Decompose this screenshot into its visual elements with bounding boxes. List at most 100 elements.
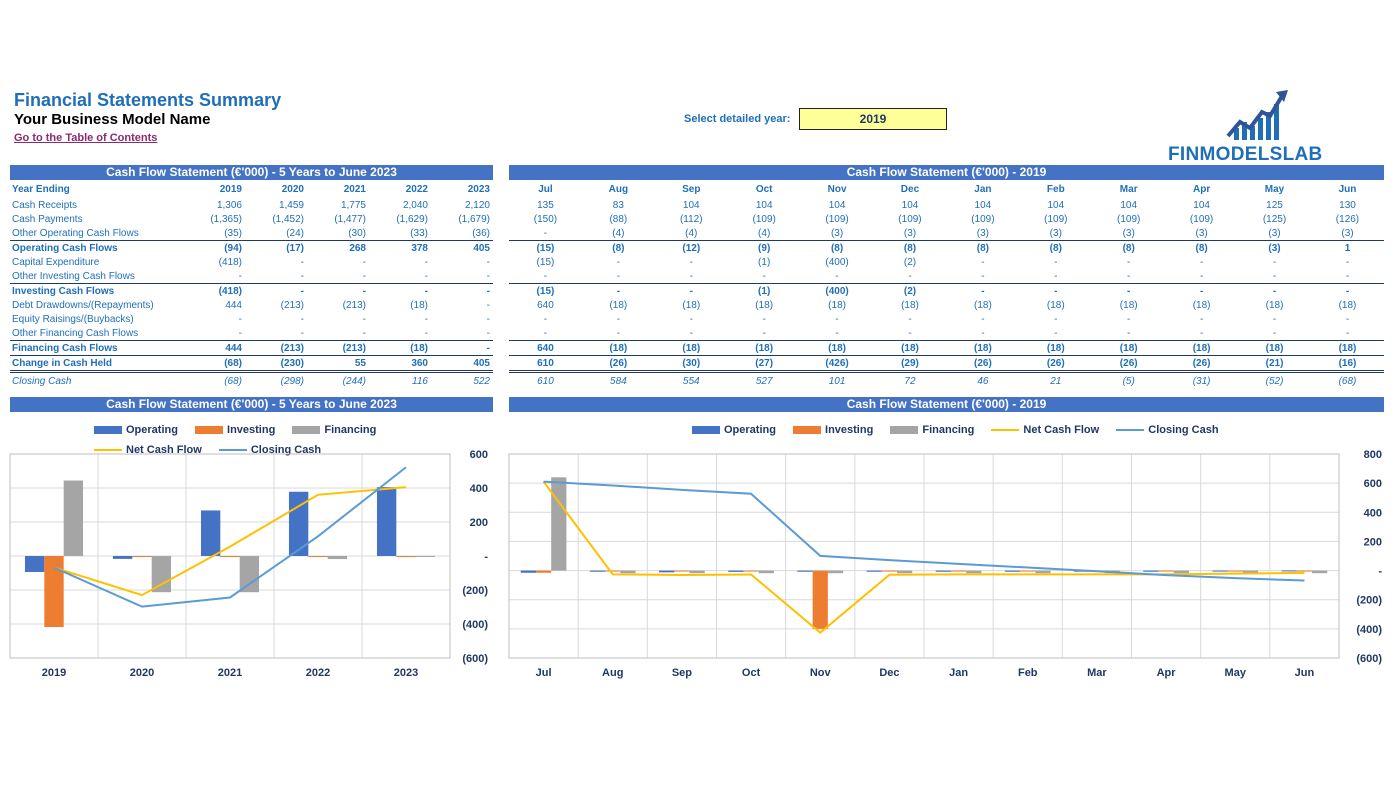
table-row: 610 584 554 527 101 72 46 21 (5) (31) (52) (68) [509, 370, 1384, 389]
year-header: 2020 [281, 184, 304, 195]
chart-arrow-icon [1226, 90, 1288, 140]
row-label: Closing Cash [10, 370, 173, 389]
table-row: Year Ending 2019 2020 2021 2022 2023 [10, 181, 493, 198]
cell-value: 2,120 [464, 199, 490, 211]
operating-bar [1143, 570, 1159, 572]
cell-value: 55 [307, 355, 369, 372]
cell-value: - [908, 313, 912, 325]
cell-value: 640 [509, 340, 582, 356]
cell-value: (8) [581, 240, 655, 255]
x-tick-label: Aug [602, 667, 623, 679]
cell-value: 46 [946, 370, 1020, 389]
cell-value: - [581, 283, 655, 298]
x-tick-label: 2020 [130, 667, 154, 679]
month-header: Sep [682, 184, 701, 195]
row-label: Equity Raisings/(Buybacks) [12, 313, 134, 325]
operating-bar [24, 556, 45, 572]
cell-value: - [1054, 270, 1058, 282]
cell-value: (18) [1310, 340, 1384, 356]
cell-value: - [307, 283, 369, 298]
table-row: ------------ [509, 269, 1384, 284]
cell-value: - [1199, 270, 1204, 282]
x-tick-label: Oct [742, 667, 761, 679]
cell-value: (3) [1049, 227, 1062, 239]
cell-value: (298) [245, 370, 307, 389]
operating-bar [200, 510, 221, 556]
cell-value: - [1199, 256, 1204, 268]
cell-value: - [362, 270, 366, 282]
cell-value: - [981, 270, 985, 282]
operating-bar [935, 570, 951, 572]
cell-value: (26) [581, 355, 655, 372]
cell-value: (27) [727, 355, 801, 372]
financing-bar [1035, 570, 1051, 574]
table-row: 135 83 104 104 104 104 104 104 104 104 125 130 [509, 198, 1384, 212]
cell-value: - [981, 313, 985, 325]
cell-value: - [543, 313, 548, 325]
cell-value: - [689, 256, 693, 268]
cell-value: 444 [173, 340, 245, 356]
cell-value: (26) [946, 355, 1020, 372]
month-header: Oct [755, 184, 773, 195]
table-row: 610 (26) (30) (27) (426) (29) (26) (26) (26) (26)… [509, 355, 1384, 372]
cell-value: - [1199, 327, 1204, 339]
cell-value: (4) [685, 227, 698, 239]
table-row: Other Operating Cash Flows (35) (24) (30) (3… [10, 226, 493, 241]
row-label: Capital Expenditure [12, 256, 100, 268]
cell-value: - [486, 270, 490, 282]
financing-bar [758, 570, 774, 574]
table-row: Closing Cash (68) (298) (244) 116 522 [10, 370, 493, 389]
row-label: Cash Payments [12, 213, 83, 225]
cell-value: (8) [1165, 240, 1239, 255]
cell-value: (8) [1019, 240, 1093, 255]
net-cash-flow-line [542, 481, 1305, 634]
table-of-contents-link[interactable]: Go to the Table of Contents [14, 132, 158, 144]
cell-value: - [300, 270, 304, 282]
cell-value: (18) [609, 299, 628, 311]
cell-value: - [1019, 283, 1093, 298]
cell-value: - [1199, 313, 1204, 325]
operating-bar [112, 556, 133, 559]
year-ending-label: Year Ending [12, 184, 70, 195]
logo-text: FINMODELSLAB [1168, 144, 1323, 165]
cell-value: 268 [307, 240, 369, 255]
x-tick-label: Apr [1157, 667, 1177, 679]
cell-value: (21) [1238, 355, 1311, 372]
cell-value: 104 [1193, 199, 1210, 211]
cell-value: (4) [612, 227, 625, 239]
cell-value: 104 [1047, 199, 1065, 211]
cell-value: - [689, 313, 693, 325]
operating-bar [1212, 570, 1228, 572]
row-label: Change in Cash Held [10, 355, 173, 372]
cell-value: (18) [1119, 299, 1138, 311]
cell-value: (18) [1165, 340, 1239, 356]
left-table-banner: Cash Flow Statement (€'000) - 5 Years to… [10, 165, 493, 180]
cell-value: - [981, 256, 985, 268]
cell-value: (18) [1265, 299, 1284, 311]
legend-closing-cash: Closing Cash [1116, 424, 1219, 436]
cell-value: (35) [224, 227, 242, 239]
cell-value: - [424, 270, 428, 282]
y-tick-label: (200) [1356, 595, 1382, 607]
select-year-input[interactable]: 2019 [799, 108, 947, 130]
cell-value: (400) [800, 283, 874, 298]
cell-value: - [362, 327, 366, 339]
annual-cash-flow-table: Year Ending 2019 2020 2021 2022 2023 Cash Rece… [10, 181, 493, 389]
cell-value: (418) [218, 256, 242, 268]
cell-value: (18) [1019, 340, 1093, 356]
financing-bar [1312, 570, 1328, 574]
year-header: 2023 [467, 184, 490, 195]
operating-bar [1281, 570, 1297, 572]
cell-value: - [689, 270, 693, 282]
cell-value: (68) [173, 355, 245, 372]
cell-value: - [1165, 283, 1239, 298]
right-chart-banner: Cash Flow Statement (€'000) - 2019 [509, 397, 1384, 412]
left-chart-banner: Cash Flow Statement (€'000) - 5 Years to… [10, 397, 493, 412]
cell-value: (26) [1092, 355, 1166, 372]
cell-value: 522 [431, 370, 493, 389]
year-header: 2019 [219, 184, 242, 195]
cell-value: 116 [369, 370, 431, 389]
y-tick-label: 200 [470, 517, 488, 529]
cell-value: (8) [1092, 240, 1166, 255]
cell-value: 2,040 [402, 199, 428, 211]
